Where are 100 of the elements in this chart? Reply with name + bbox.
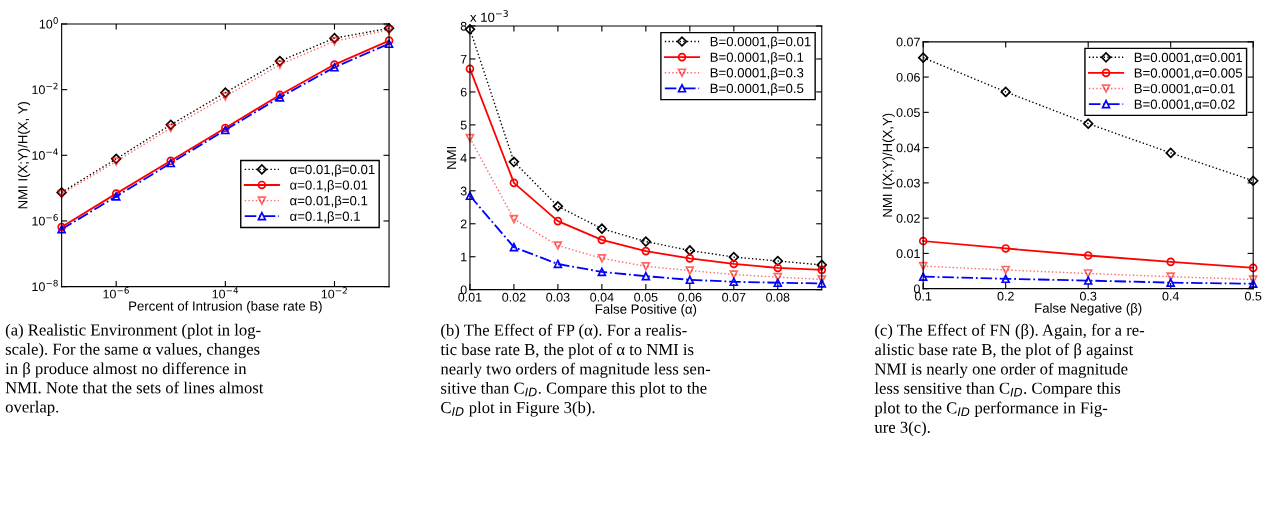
x-tick-label: 0.04 <box>590 292 614 302</box>
x-tick-label: 0.2 <box>997 291 1014 301</box>
text: x 10$^{−3}$ <box>470 9 508 22</box>
point <box>552 201 564 212</box>
point <box>729 277 739 287</box>
legend-label: B=0.0001,α=0.001 <box>1134 52 1242 64</box>
point <box>384 36 394 45</box>
legend-label: B=0.0001,β=0.1 <box>710 52 804 65</box>
x-axis-title: False Negative (β) <box>1035 303 1142 316</box>
point <box>1083 276 1093 285</box>
legend-label: α=0.1,β=0.01 <box>290 180 368 193</box>
legend-label: B=0.0001,β=0.3 <box>710 67 804 81</box>
point <box>509 242 519 252</box>
point <box>1001 244 1011 253</box>
x-tick-label: 0.06 <box>678 292 702 302</box>
y-tick-label: 3 <box>460 186 467 196</box>
y-tick-label: 0.04 <box>896 143 921 153</box>
point <box>816 259 828 271</box>
point <box>917 52 929 63</box>
point <box>1166 278 1175 287</box>
y-tick-label: 5 <box>460 120 467 130</box>
y-tick-label: 2 <box>460 219 467 229</box>
point <box>596 223 608 234</box>
point <box>685 254 695 263</box>
y-tick-label: 4 <box>460 153 467 163</box>
x-tick-label: 10$^{−4}$ <box>212 287 239 299</box>
y-tick-label: 6 <box>460 87 467 97</box>
point <box>1248 263 1258 273</box>
point <box>597 267 607 277</box>
y-tick-label: 0.07 <box>896 37 920 47</box>
point <box>1082 118 1094 129</box>
y-tick-label: 0.05 <box>896 108 920 117</box>
y-tick-label: 0.02 <box>896 213 920 223</box>
legend-label: B=0.0001,β=0.5 <box>710 83 804 96</box>
x-tick-label: 0.4 <box>1162 291 1180 301</box>
legend-label: B=0.0001,α=0.005 <box>1134 68 1243 80</box>
point <box>773 278 783 288</box>
legend-label: B=0.0001,α=0.01 <box>1134 83 1235 95</box>
point <box>918 272 928 281</box>
point <box>597 235 607 245</box>
point <box>465 64 475 74</box>
point <box>685 275 695 285</box>
point <box>918 236 928 246</box>
point <box>274 55 286 67</box>
point <box>1165 147 1176 159</box>
x-tick-label: 0.08 <box>766 292 790 302</box>
x-tick-label: 0.07 <box>722 292 746 302</box>
text: (c) The Effect of FN (β). Again, for a re- alistic base rate B, the plot of β against NMI is nearly one order of magnitude less sensitive than C$_{ID}$. Compare this plot to the C$_{ID}$ performance in Fig- ure 3(c). <box>874 323 1145 437</box>
y-axis-title: NMI I(X;Y)/H(X,Y) <box>882 113 895 217</box>
y-tick-label: 10$^{0}$ <box>39 17 58 29</box>
y-axis-title: NMI I(X;Y)/H(X, Y) <box>17 101 31 209</box>
point <box>641 246 651 256</box>
point <box>1247 175 1259 187</box>
x-tick-label: 0.5 <box>1244 291 1262 301</box>
x-axis-title: Percent of Intrusion (base rate B) <box>129 301 322 314</box>
point <box>509 178 519 188</box>
point <box>553 216 563 226</box>
point <box>553 259 563 269</box>
point <box>1083 251 1093 260</box>
x-tick-label: 10$^{−6}$ <box>103 287 129 299</box>
x-tick-label: 0.3 <box>1079 291 1097 301</box>
x-tick-label: 0.05 <box>634 292 658 302</box>
point <box>772 255 784 267</box>
legend-label: B=0.0001,β=0.01 <box>710 36 811 49</box>
x-tick-label: 0.02 <box>502 292 526 302</box>
point <box>465 191 475 201</box>
legend-label: α=0.01,β=0.1 <box>290 195 368 208</box>
point <box>1166 257 1175 267</box>
y-tick-label: 10$^{−8}$ <box>32 279 58 292</box>
point <box>1001 274 1011 284</box>
point <box>773 263 783 273</box>
point <box>729 259 739 269</box>
point <box>817 265 827 275</box>
x-tick-label: 0.03 <box>546 292 570 302</box>
point <box>684 245 696 256</box>
point <box>640 236 652 247</box>
x-tick-label: 10$^{−2}$ <box>321 287 347 299</box>
y-tick-label: 7 <box>460 54 467 64</box>
point <box>1000 86 1011 98</box>
point <box>728 251 740 263</box>
y-tick-label: 1 <box>461 252 467 262</box>
y-tick-label: 10$^{−4}$ <box>32 148 58 160</box>
y-tick-label: 0.06 <box>896 72 920 82</box>
legend-label: B=0.0001,α=0.02 <box>1134 99 1235 111</box>
point <box>329 32 340 44</box>
text: (a) Realistic Environment (plot in log- scale). For the same α values, changes in β produce almost no difference in NMI. Note that the sets of lines almost overlap. <box>5 323 264 416</box>
point <box>220 87 231 98</box>
point <box>508 156 520 168</box>
x-axis-title: False Positive (α) <box>595 304 697 317</box>
y-tick-label: 10$^{−6}$ <box>32 214 58 226</box>
y-tick-label: 0.03 <box>896 178 920 188</box>
legend-label: α=0.1,β=0.1 <box>290 211 360 224</box>
point <box>641 271 651 281</box>
point <box>165 119 177 131</box>
y-tick-label: 10$^{−2}$ <box>32 82 58 95</box>
y-tick-label: 0.01 <box>896 249 920 259</box>
y-axis-title: NMI <box>447 146 457 169</box>
point <box>384 39 394 49</box>
legend-label: α=0.01,β=0.01 <box>290 164 375 177</box>
text: (b) The Effect of FP (α). For a realis- tic base rate B, the plot of α to NMI is nearly two orders of magnitude less sen- sitive than C$_{ID}$. Compare this plot to the C$_{ID}$ plot in Figure 3(b). <box>440 323 711 417</box>
